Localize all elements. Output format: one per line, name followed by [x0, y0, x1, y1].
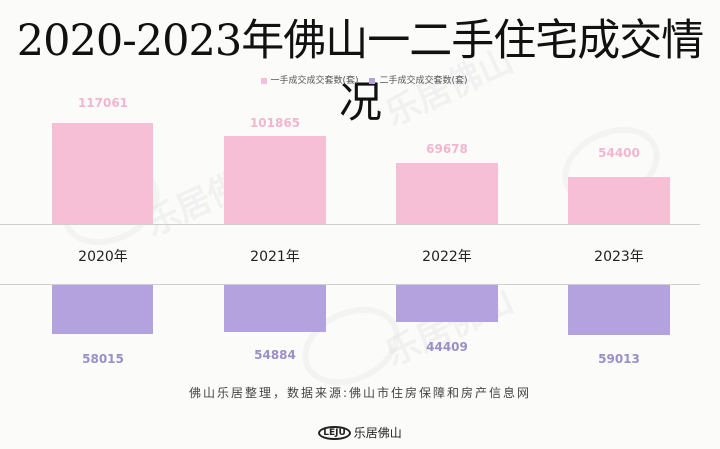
legend-swatch-new	[260, 77, 267, 84]
top-baseline	[0, 224, 700, 225]
legend-swatch-second	[369, 77, 376, 84]
bar-second-2022	[396, 285, 498, 322]
category-2022: 2022年	[422, 249, 472, 265]
value-label-second-2020: 58015	[82, 352, 124, 366]
logo-text: 乐居佛山	[353, 426, 402, 440]
bottom-baseline	[0, 284, 700, 285]
value-label-new-2023: 54400	[598, 146, 640, 160]
bar-new-2020	[52, 123, 153, 224]
legend-label-new: 一手成交成交套数(套)	[270, 76, 359, 86]
value-label-new-2020: 117061	[77, 96, 129, 110]
leju-logo-icon: LEJU	[318, 425, 351, 440]
bar-second-2023	[568, 285, 670, 335]
category-2021: 2021年	[250, 249, 300, 265]
value-label-second-2022: 44409	[426, 340, 468, 354]
brand-logo: LEJU 乐居佛山	[0, 422, 720, 441]
category-2023: 2023年	[594, 249, 644, 265]
value-label-new-2022: 69678	[426, 142, 468, 156]
bar-new-2022	[396, 163, 498, 224]
bar-second-2021	[224, 285, 326, 332]
value-label-second-2023: 59013	[598, 352, 640, 366]
bar-second-2020	[52, 285, 153, 334]
bar-new-2023	[568, 177, 670, 224]
category-2020: 2020年	[78, 249, 128, 265]
legend: 一手成交成交套数(套) 二手成交成交套数(套)	[0, 73, 720, 86]
legend-label-second: 二手成交成交套数(套)	[379, 76, 468, 86]
value-label-second-2021: 54884	[254, 348, 296, 362]
source-note: 佛山乐居整理，数据来源:佛山市住房保障和房产信息网	[188, 386, 532, 400]
chart-title: 2020-2023年佛山一二手住宅成交情况	[16, 16, 704, 128]
bar-new-2021	[224, 136, 326, 224]
value-label-new-2021: 101865	[249, 116, 301, 130]
